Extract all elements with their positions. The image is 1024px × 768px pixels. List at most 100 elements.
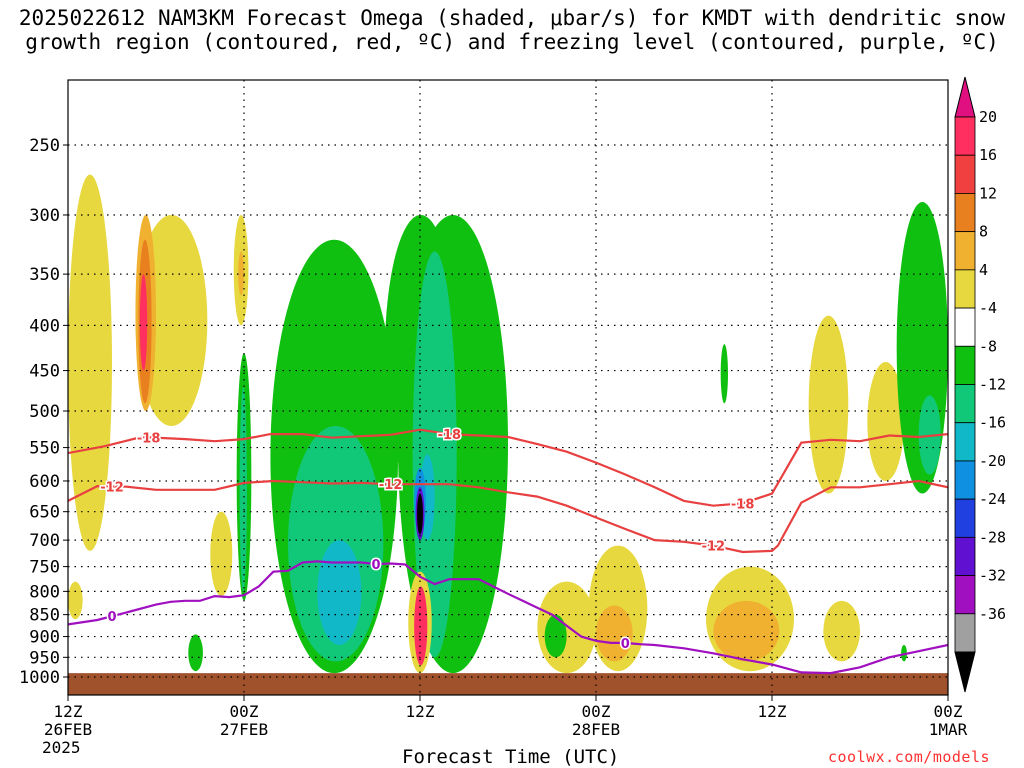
- omega-shading: [68, 174, 948, 674]
- colorbar-swatch: [954, 613, 976, 653]
- y-tick-label: 400: [29, 316, 60, 336]
- title-line-2: growth region (contoured, red, ºC) and f…: [25, 30, 999, 54]
- contour-label: -18: [137, 431, 161, 446]
- contour-label: -18: [438, 428, 462, 443]
- credit-link[interactable]: coolwx.com/models: [828, 748, 991, 766]
- x-tick-label: 00Z: [230, 702, 259, 721]
- contour-label: 0: [371, 558, 380, 573]
- contour-labels: -18 -18 -18 -12 -12 -12 0 0 0: [99, 427, 756, 654]
- colorbar-label: 20: [979, 108, 997, 126]
- x-tick-label: 12Z: [54, 702, 83, 721]
- y-tick-label: 350: [29, 265, 60, 285]
- omega-region: [238, 251, 244, 296]
- omega-region: [414, 586, 428, 666]
- colorbar-label: 12: [979, 184, 997, 202]
- colorbar-label: 4: [979, 261, 988, 279]
- colorbar-swatch: [954, 116, 976, 156]
- y-tick-label: 250: [29, 136, 60, 156]
- x-tick-date: 1MAR: [929, 720, 968, 739]
- y-tick-label: 750: [29, 558, 60, 578]
- colorbar-swatch: [954, 154, 976, 194]
- y-tick-label: 550: [29, 439, 60, 459]
- y-tick-label: 700: [29, 531, 60, 551]
- contour-label: -12: [702, 540, 726, 555]
- colorbar-swatch: [954, 460, 976, 500]
- title-line-1: 2025022612 NAM3KM Forecast Omega (shaded…: [18, 6, 1006, 30]
- y-tick-label: 900: [29, 628, 60, 648]
- omega-region: [68, 581, 83, 620]
- colorbar-label: -28: [979, 528, 1006, 546]
- colorbar-label: -36: [979, 605, 1006, 623]
- colorbar-bottom-arrow: [954, 651, 976, 693]
- y-tick-label: 800: [29, 582, 60, 602]
- omega-region: [412, 251, 457, 658]
- y-tick-label: 450: [29, 362, 60, 382]
- y-tick-label: 300: [29, 206, 60, 226]
- y-tick-label: 500: [29, 402, 60, 422]
- colorbar-swatch: [954, 345, 976, 385]
- colorbar-swatch: [954, 422, 976, 462]
- x-tick-label: 12Z: [758, 702, 787, 721]
- colorbar-label: -4: [979, 299, 997, 317]
- y-tick-label: 650: [29, 503, 60, 523]
- x-axis-title: Forecast Time (UTC): [402, 746, 620, 768]
- contour-lines: [68, 428, 948, 675]
- y-axis: 2503003504004505005506006507007508008509…: [19, 136, 68, 688]
- colorbar-label: -24: [979, 490, 1006, 508]
- x-tick-label: 00Z: [582, 702, 611, 721]
- plot-background: [68, 80, 948, 695]
- omega-region: [68, 174, 112, 551]
- contour--18: [68, 428, 948, 507]
- y-tick-label: 1000: [19, 668, 60, 688]
- omega-region: [210, 511, 233, 597]
- omega-region: [417, 493, 423, 535]
- x-tick-label: 00Z: [934, 702, 963, 721]
- colorbar-swatch: [954, 307, 976, 347]
- omega-region: [188, 634, 203, 672]
- colorbar-label: 16: [979, 146, 997, 164]
- colorbar-label: -20: [979, 452, 1006, 470]
- colorbar: 20 16 12 8 4 -4 -8 -12 -16 -20 -24 -28 -32 -36: [954, 76, 1006, 693]
- colorbar-swatch: [954, 193, 976, 233]
- colorbar-swatch: [954, 231, 976, 271]
- colorbar-label: -12: [979, 376, 1006, 394]
- terrain-fill: [68, 673, 948, 695]
- omega-region: [808, 315, 849, 494]
- omega-region: [720, 344, 728, 404]
- contour-0: [68, 560, 948, 675]
- contour-label: -18: [731, 497, 755, 512]
- x-tick-date: 26FEB: [44, 720, 92, 739]
- chart-title: 2025022612 NAM3KM Forecast Omega (shaded…: [0, 6, 1024, 54]
- contour--12: [68, 479, 948, 554]
- plot-frame: [67, 79, 949, 696]
- colorbar-top-arrow: [954, 76, 976, 118]
- contour-label: 0: [621, 637, 630, 652]
- colorbar-swatch: [954, 498, 976, 538]
- omega-region: [239, 387, 247, 592]
- contour-label: -12: [379, 478, 403, 493]
- x-tick-date: 28FEB: [572, 720, 620, 739]
- colorbar-label: 8: [979, 223, 988, 241]
- contour-label: 0: [107, 610, 116, 625]
- x-tick-label: 12Z: [406, 702, 435, 721]
- y-tick-label: 950: [29, 648, 60, 668]
- y-tick-label: 850: [29, 606, 60, 626]
- terrain: [68, 673, 948, 695]
- omega-region: [713, 600, 780, 662]
- x-tick-date: 27FEB: [220, 720, 268, 739]
- omega-region: [867, 361, 905, 481]
- omega-region: [139, 274, 148, 371]
- colorbar-swatch: [954, 575, 976, 615]
- colorbar-label: -8: [979, 337, 997, 355]
- omega-region: [823, 600, 861, 662]
- omega-region: [596, 605, 633, 662]
- omega-region: [317, 540, 362, 646]
- colorbar-label: -32: [979, 567, 1006, 585]
- contour-label: -12: [100, 480, 124, 495]
- colorbar-swatch: [954, 269, 976, 309]
- colorbar-label: -16: [979, 414, 1006, 432]
- y-tick-label: 600: [29, 472, 60, 492]
- x-year-label: 2025: [42, 738, 81, 757]
